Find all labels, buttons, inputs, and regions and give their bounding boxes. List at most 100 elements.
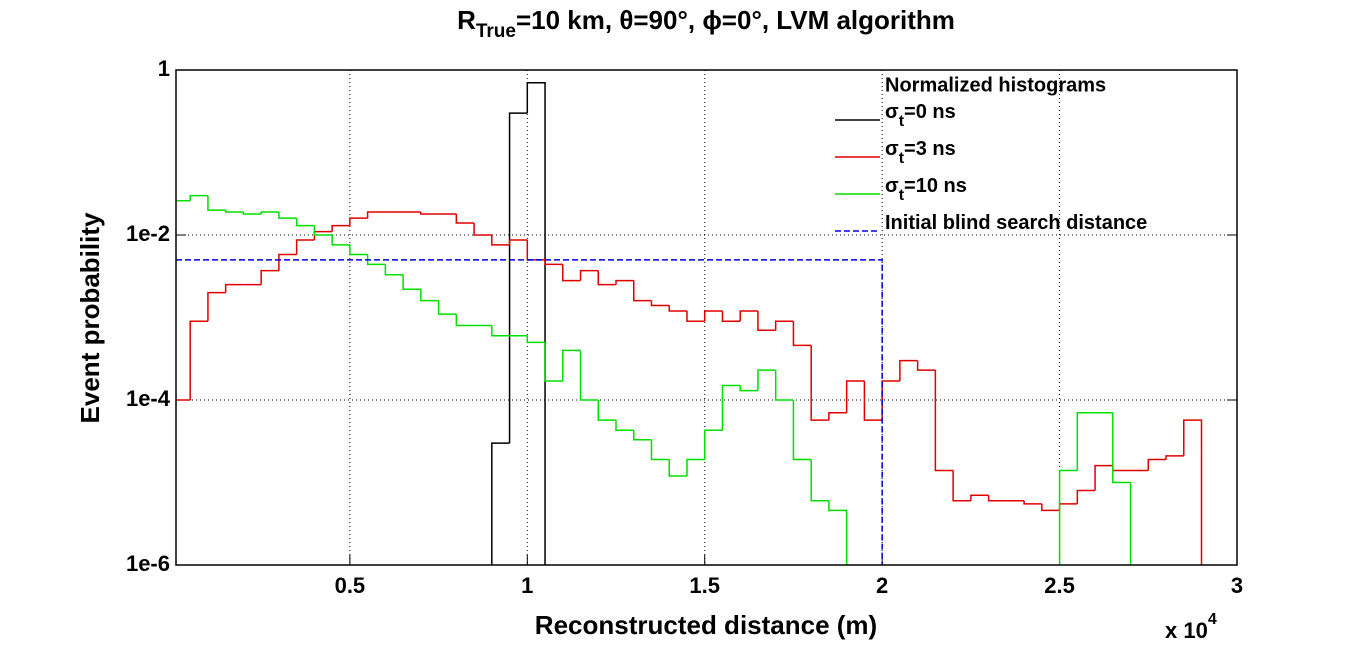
- histogram-step: [1058, 469, 1078, 565]
- histogram-step: [774, 320, 794, 331]
- histogram-step: [686, 310, 705, 323]
- histogram-step: [313, 230, 333, 240]
- histogram-step: [1165, 455, 1184, 460]
- histogram-step: [579, 350, 599, 401]
- histogram-step: [260, 269, 279, 285]
- histogram-step: [1147, 458, 1167, 471]
- histogram-step: [597, 270, 617, 286]
- y-tick-label: 1e-4: [126, 386, 171, 411]
- histogram-step: [739, 385, 758, 392]
- histogram-step: [703, 429, 723, 460]
- histogram-step: [207, 291, 226, 322]
- histogram-step: [295, 239, 315, 255]
- histogram-step: [597, 400, 617, 421]
- histogram-step: [224, 210, 244, 213]
- histogram-step: [828, 500, 848, 565]
- histogram-step: [526, 239, 546, 261]
- histogram-step: [544, 342, 563, 382]
- x-tick-label: 1.5: [689, 573, 720, 598]
- histogram-step: [1094, 464, 1113, 491]
- chart-title: RTrue=10 km, θ=90°, ϕ=0°, LVM algorithm: [457, 5, 955, 42]
- legend-text-part: σ: [885, 175, 899, 197]
- histogram-step: [1112, 412, 1132, 565]
- histogram-step: [455, 314, 475, 327]
- histogram-step: [1023, 500, 1042, 505]
- histogram-step: [420, 289, 439, 302]
- histogram-step: [1058, 503, 1078, 511]
- histogram-step: [615, 420, 634, 431]
- histogram-step: [491, 442, 510, 565]
- legend-label: σt=3 ns: [885, 138, 956, 167]
- histogram-step: [491, 325, 510, 337]
- legend-text-part: =3 ns: [904, 138, 956, 160]
- x-axis-label: Reconstructed distance (m): [535, 610, 877, 640]
- x-tick-label: 3: [1231, 573, 1243, 598]
- y-axis-label: Event probability: [75, 212, 105, 423]
- legend-text-part: t: [899, 187, 905, 204]
- histogram-step: [384, 264, 404, 276]
- histogram-step: [176, 399, 191, 401]
- y-tick-label: 1: [158, 56, 170, 81]
- histogram-step: [1076, 489, 1096, 504]
- legend-label: σt=10 ns: [885, 175, 967, 204]
- axes-box: [175, 69, 1238, 566]
- histogram-step: [703, 310, 723, 322]
- histogram-step: [952, 470, 971, 502]
- histogram-step: [668, 305, 687, 312]
- legend-text-part: t: [899, 150, 905, 167]
- histogram-step: [473, 222, 492, 236]
- histogram-step: [1041, 503, 1060, 512]
- histogram-step: [526, 335, 546, 344]
- histogram-step: [366, 254, 386, 266]
- histogram-step: [615, 279, 634, 285]
- legend-text-part: σ: [885, 138, 899, 160]
- histogram-step: [757, 310, 776, 332]
- legend-label: Initial blind search distance: [885, 212, 1147, 234]
- title-part: R: [457, 5, 476, 35]
- histogram-step: [650, 439, 670, 461]
- histogram-step: [278, 253, 297, 271]
- legend-title: Normalized histograms: [885, 74, 1106, 96]
- histogram-step: [189, 320, 208, 400]
- histogram-step: [278, 212, 297, 219]
- histogram-step: [792, 400, 812, 461]
- mult-base: x 10: [1165, 618, 1208, 643]
- histogram-step: [810, 459, 829, 502]
- histogram-step: [420, 212, 439, 215]
- histogram-step: [242, 212, 262, 215]
- histogram-step: [845, 380, 865, 413]
- legend-label: σt=0 ns: [885, 101, 956, 130]
- histogram-step: [562, 349, 581, 381]
- histogram-step: [313, 225, 333, 236]
- histogram-step: [686, 458, 705, 476]
- histogram-step: [899, 359, 918, 381]
- histogram-step: [508, 112, 528, 444]
- histogram-step: [437, 300, 457, 315]
- histogram-step: [650, 300, 670, 307]
- mult-exp: 4: [1208, 611, 1217, 628]
- histogram-step: [633, 280, 652, 302]
- histogram-step: [792, 321, 812, 347]
- legend-text-part: Initial blind search distance: [885, 212, 1147, 234]
- histogram-step: [739, 310, 758, 322]
- histogram-step: [526, 82, 546, 565]
- histogram-step: [366, 211, 386, 219]
- histogram-step: [633, 430, 652, 441]
- histogram-step: [562, 264, 581, 282]
- histogram-step: [881, 380, 900, 421]
- x-tick-label: 0.5: [335, 573, 366, 598]
- histogram-step: [1183, 419, 1203, 565]
- histogram-step: [295, 218, 315, 227]
- legend-text-part: t: [899, 113, 905, 130]
- histogram-step: [579, 269, 599, 281]
- histogram-step: [189, 194, 208, 201]
- histogram-step: [508, 239, 528, 245]
- histogram-step: [934, 370, 954, 472]
- series-line: [176, 259, 883, 565]
- histogram-step: [402, 274, 421, 290]
- histogram-step: [987, 495, 1007, 502]
- y-tick-label: 1e-6: [126, 551, 170, 576]
- plot-area: [176, 82, 1203, 565]
- histogram-step: [721, 384, 741, 431]
